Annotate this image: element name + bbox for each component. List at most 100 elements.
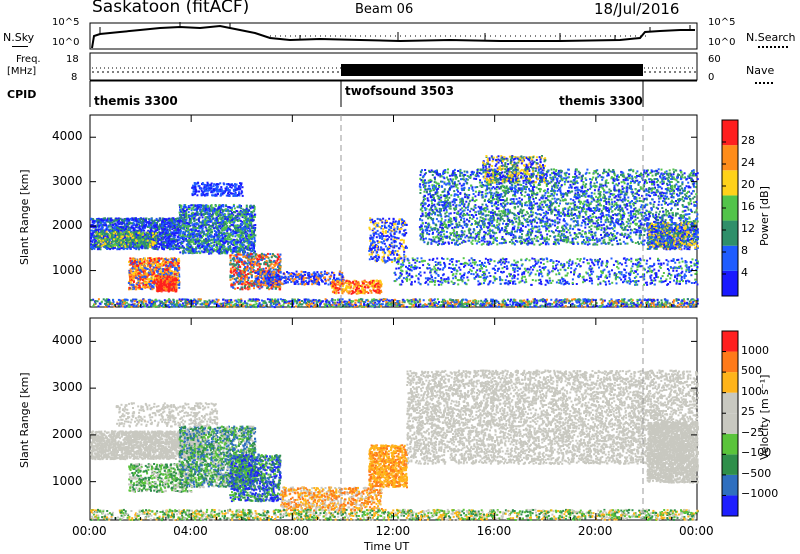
date-label: 18/Jul/2016 (594, 0, 679, 18)
power-cell (196, 207, 199, 210)
power-cell (110, 230, 112, 232)
nave-dotted-key (755, 82, 773, 84)
power-cell (152, 238, 155, 241)
power-cell (142, 219, 145, 222)
power-cell (166, 243, 169, 246)
power-cell (150, 238, 152, 241)
power-cell (103, 246, 106, 249)
power-cell (156, 278, 158, 281)
power-cell (115, 237, 118, 240)
power-cell (222, 192, 225, 194)
power-cell (227, 206, 230, 209)
power-cell (156, 248, 159, 251)
power-cell (138, 275, 141, 277)
power-cell (136, 266, 138, 269)
power-cell (171, 278, 174, 281)
power-cell (230, 206, 233, 209)
power-cell (236, 287, 239, 289)
power-cell (249, 207, 252, 210)
power-cell (157, 242, 159, 245)
power-cell (232, 238, 235, 241)
power-cell (178, 282, 181, 285)
power-cell (189, 246, 192, 249)
power-cell (135, 219, 137, 221)
power-cell (173, 273, 176, 276)
power-cell (115, 224, 118, 227)
power-cell (223, 183, 225, 186)
power-cell (211, 247, 214, 250)
power-cell (199, 247, 202, 250)
power-cell (169, 235, 172, 238)
power-cell (124, 218, 127, 221)
power-cell (155, 245, 158, 248)
power-cell (108, 219, 111, 222)
power-cell (243, 211, 246, 214)
power-cell (232, 224, 235, 227)
power-cell (123, 225, 126, 228)
power-cell (154, 284, 157, 287)
power-cell (114, 225, 117, 228)
power-cell (156, 226, 158, 229)
power-cell (167, 262, 170, 265)
power-cell (121, 239, 124, 242)
power-cell (172, 238, 175, 241)
power-cell (244, 238, 247, 241)
power-cell (139, 229, 142, 232)
power-cell (154, 222, 157, 225)
power-cell (214, 205, 217, 207)
power-cell (168, 263, 171, 266)
power-cell (97, 247, 100, 250)
power-cell (139, 278, 142, 281)
power-cell (150, 276, 153, 279)
power-cell (204, 237, 207, 240)
power-cell (225, 247, 228, 250)
power-cell (163, 223, 166, 226)
power-cell (165, 219, 168, 222)
power-cell (151, 260, 154, 263)
power-cell (178, 281, 181, 284)
power-cell (103, 224, 106, 227)
power-cell (214, 218, 217, 221)
power-cell (183, 237, 186, 239)
power-cell (153, 272, 156, 275)
power-cell (208, 216, 211, 219)
power-cell (168, 290, 171, 292)
power-cell (110, 240, 113, 243)
power-cell (225, 232, 228, 235)
power-cell (147, 245, 150, 248)
power-cell (217, 243, 220, 246)
power-cell (154, 239, 156, 242)
power-cell (170, 222, 173, 225)
power-cell (174, 224, 177, 227)
power-cell (147, 286, 150, 289)
power-cell (244, 233, 247, 236)
power-cell (170, 224, 173, 227)
power-cell (142, 238, 145, 241)
power-cell (243, 221, 246, 224)
power-cell (126, 222, 129, 225)
power-cell (203, 250, 206, 253)
power-cell (180, 237, 182, 239)
power-cell (231, 219, 234, 222)
power-cell (155, 257, 158, 260)
power-cell (164, 220, 167, 223)
power-cell (201, 244, 204, 247)
power-cell (143, 273, 146, 276)
power-cell (248, 240, 251, 243)
power-cell (219, 188, 222, 191)
power-cell (117, 227, 120, 230)
power-cell (222, 210, 225, 213)
power-cell (201, 216, 204, 219)
power-cell (171, 262, 174, 265)
power-cell (176, 236, 179, 239)
nsky-panel (89, 22, 698, 50)
power-cell (144, 276, 147, 279)
power-cell (195, 218, 198, 221)
power-cell (218, 204, 221, 207)
power-cell (172, 248, 175, 251)
power-cell (92, 218, 95, 221)
power-cell (130, 225, 133, 228)
power-cell (112, 244, 115, 247)
power-cell (162, 220, 164, 223)
power-cell (198, 190, 200, 193)
